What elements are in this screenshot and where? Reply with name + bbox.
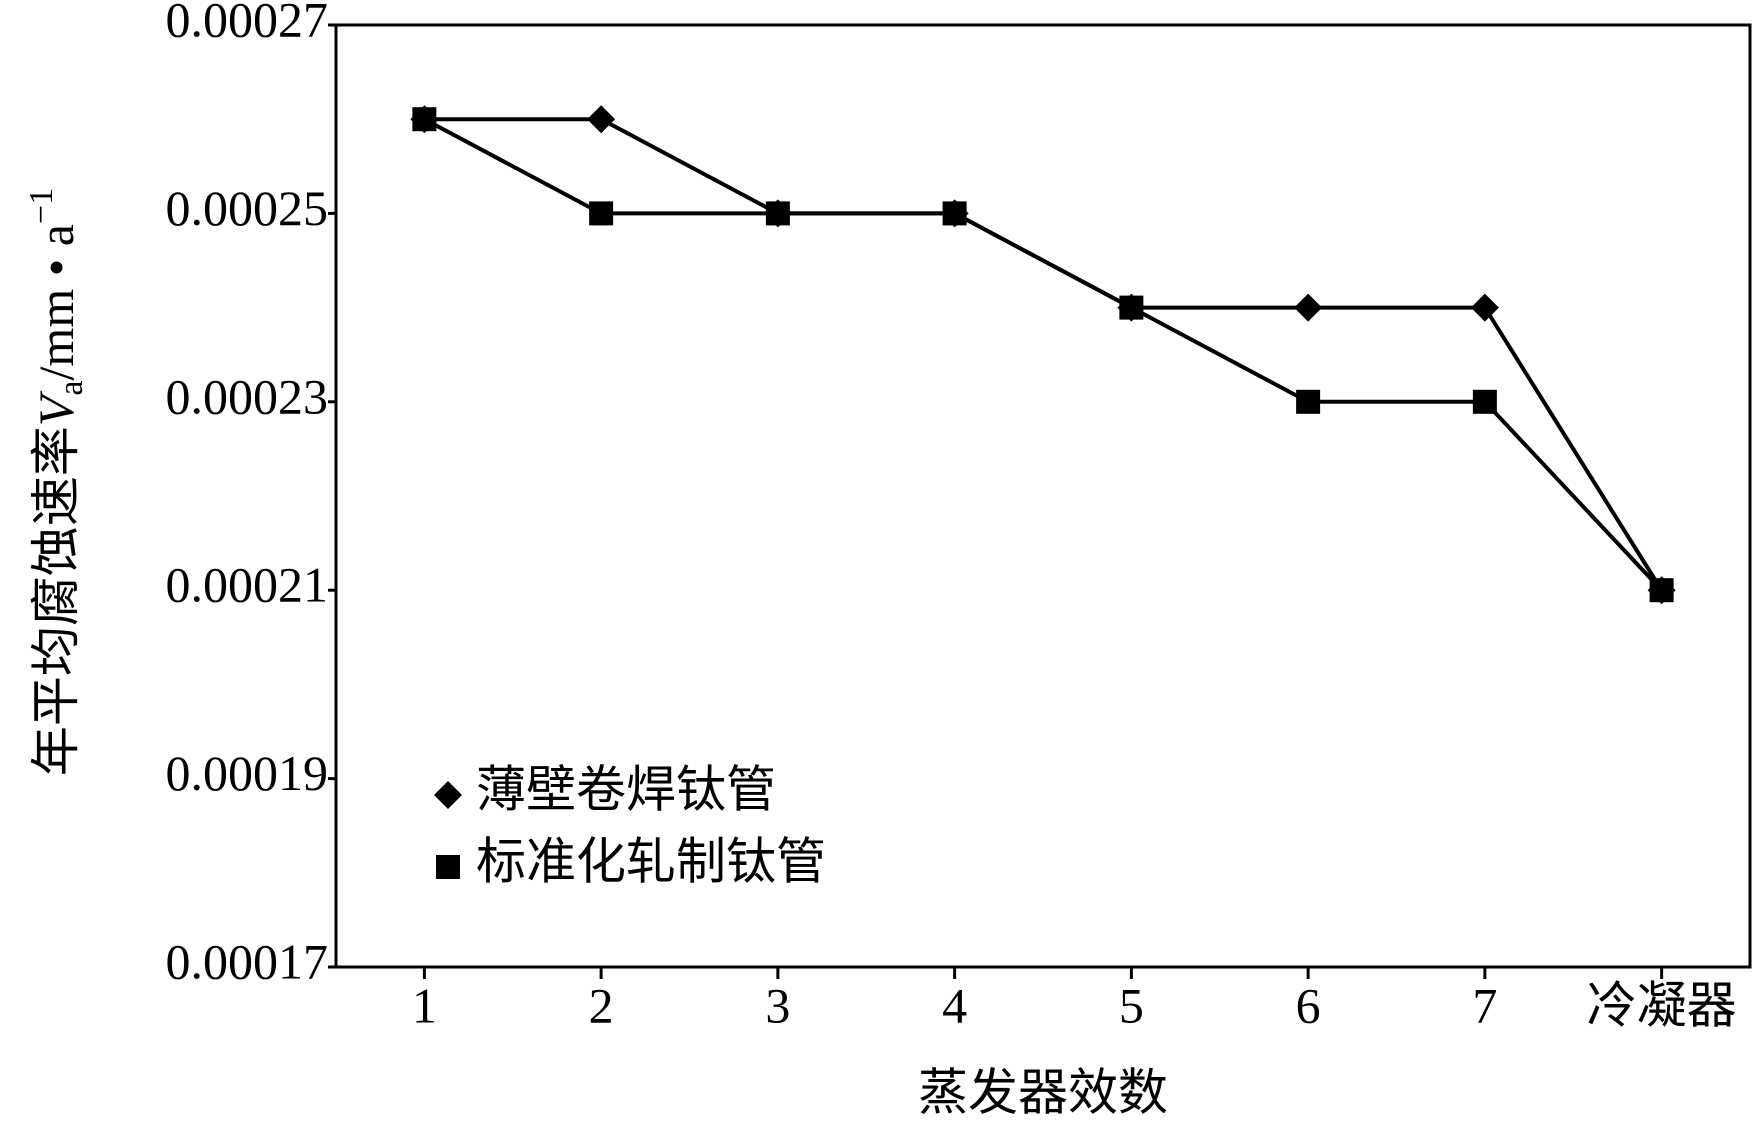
y-tick-label: 0.00019 bbox=[166, 745, 329, 801]
data-point bbox=[1649, 578, 1674, 603]
y-tick-label: 0.00017 bbox=[166, 933, 329, 989]
data-point bbox=[587, 105, 616, 134]
y-axis-title-part: V bbox=[28, 390, 84, 426]
y-axis-title-part: −1 bbox=[23, 188, 60, 224]
x-tick-label: 2 bbox=[589, 977, 614, 1033]
x-tick-label: 6 bbox=[1296, 977, 1321, 1033]
x-axis-title: 蒸发器效数 bbox=[918, 1064, 1168, 1120]
data-point bbox=[1119, 295, 1144, 320]
y-axis-title: 年平均腐蚀速率Va/mm • a−1 bbox=[23, 188, 90, 776]
legend-label: 标准化轧制钛管 bbox=[476, 833, 826, 889]
y-tick-label: 0.00021 bbox=[166, 557, 329, 613]
y-axis-title-part: 年平均腐蚀速率 bbox=[28, 426, 84, 776]
x-tick-label: 冷凝器 bbox=[1587, 977, 1737, 1033]
plot-frame bbox=[334, 23, 1752, 969]
series-line bbox=[424, 117, 1664, 592]
data-point bbox=[412, 107, 437, 132]
data-point bbox=[1296, 389, 1321, 414]
data-point bbox=[1294, 293, 1323, 322]
data-point bbox=[1472, 389, 1497, 414]
y-axis-title-part: /mm • a bbox=[28, 224, 84, 380]
x-tick-label: 3 bbox=[765, 977, 790, 1033]
legend-label: 薄壁卷焊钛管 bbox=[476, 761, 776, 817]
x-tick-label: 5 bbox=[1119, 977, 1144, 1033]
x-tick-label: 7 bbox=[1472, 977, 1497, 1033]
legend-marker bbox=[434, 781, 462, 809]
data-point bbox=[1470, 293, 1499, 322]
series-line bbox=[423, 117, 1664, 592]
y-tick-label: 0.00023 bbox=[166, 368, 329, 424]
legend-marker bbox=[436, 855, 460, 879]
data-point bbox=[942, 201, 967, 226]
y-axis-title-part: a bbox=[53, 380, 90, 395]
x-tick-label: 1 bbox=[412, 977, 437, 1033]
data-point bbox=[765, 201, 790, 226]
y-tick-label: 0.00027 bbox=[166, 0, 329, 47]
data-point bbox=[589, 201, 614, 226]
y-tick-label: 0.00025 bbox=[166, 180, 329, 236]
x-tick-label: 4 bbox=[942, 977, 967, 1033]
